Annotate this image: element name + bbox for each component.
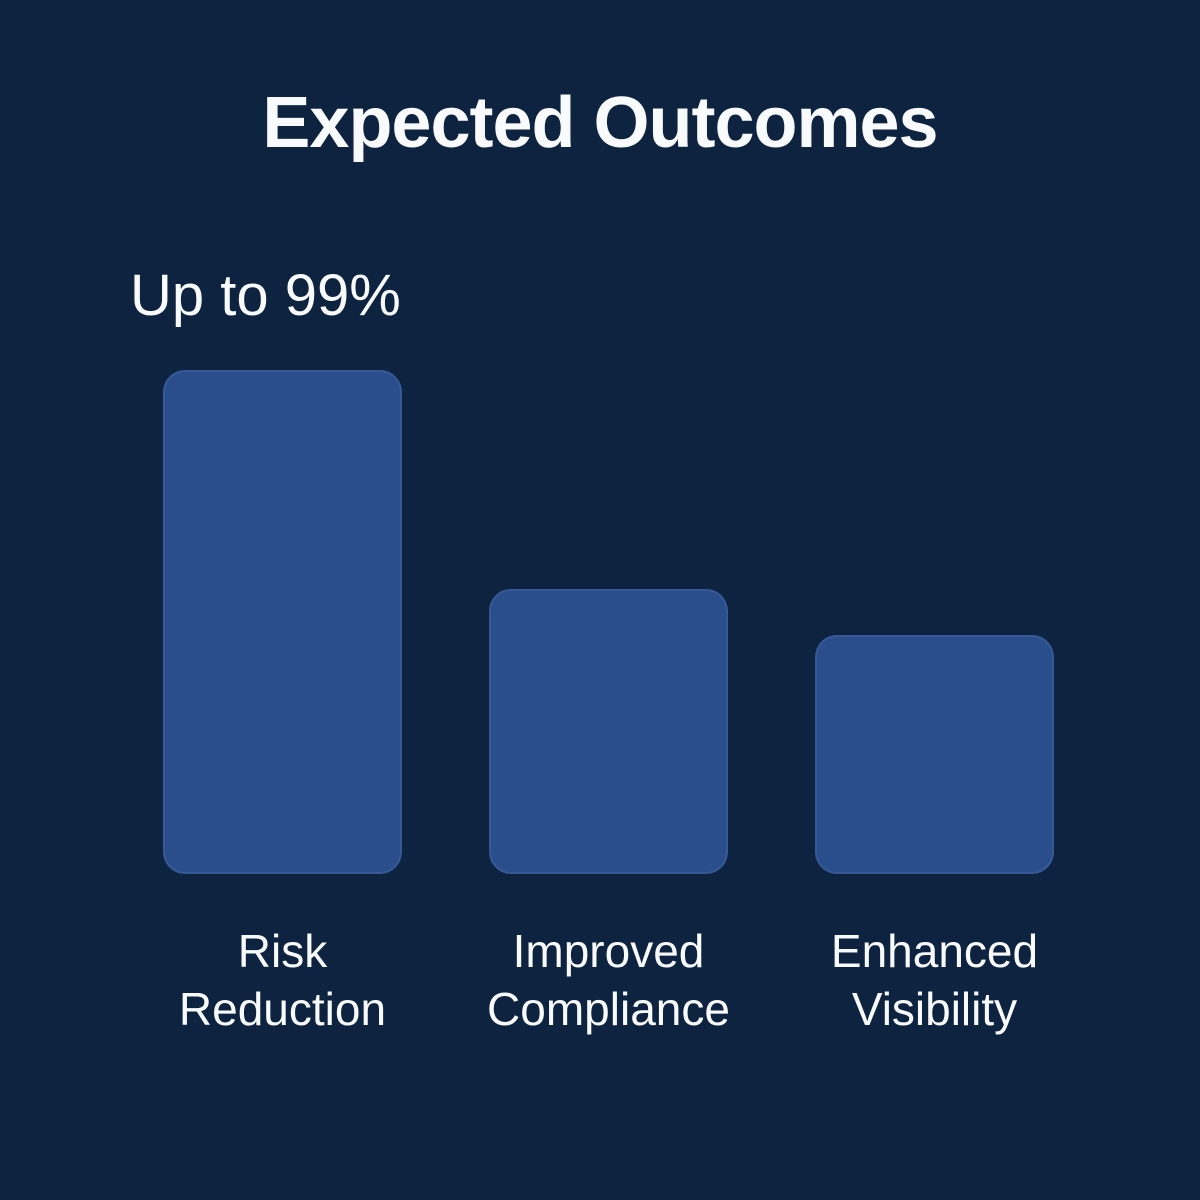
bar-label-risk-reduction: Risk Reduction xyxy=(178,925,387,1035)
bar-enhanced-visibility xyxy=(815,635,1054,874)
bar-risk-reduction xyxy=(163,370,402,874)
bar-improved-compliance xyxy=(489,589,728,874)
bar-label-improved-compliance: Improved Compliance xyxy=(487,925,730,1035)
page-title: Expected Outcomes xyxy=(262,83,938,163)
bar-annotation: Up to 99% xyxy=(130,263,401,328)
bar-label-enhanced-visibility: Enhanced Visibility xyxy=(830,925,1039,1035)
